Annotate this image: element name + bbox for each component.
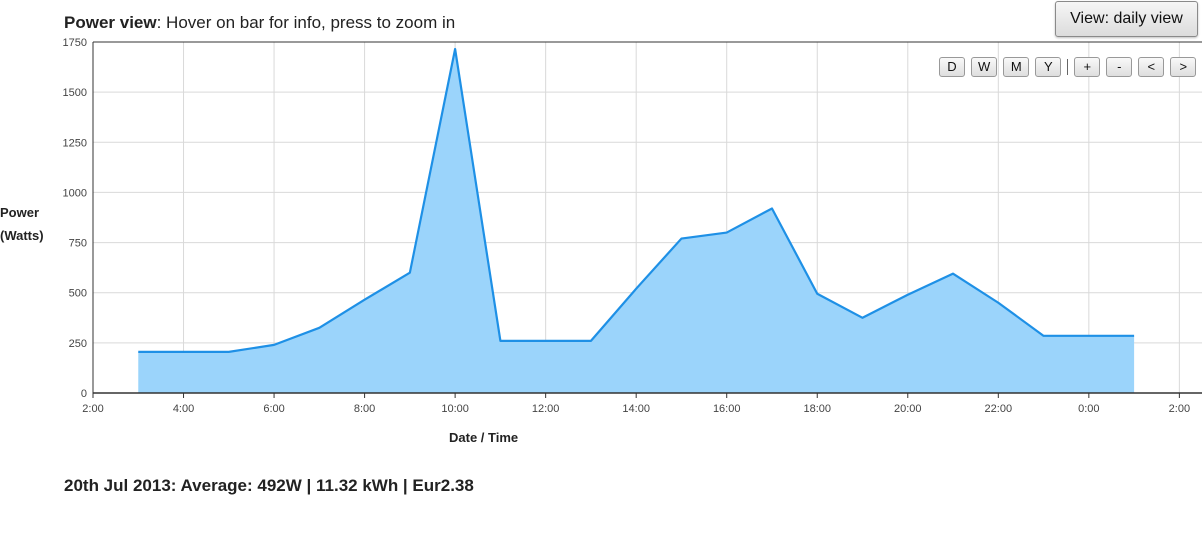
y-tick-label: 1750 xyxy=(63,37,87,49)
data-point[interactable] xyxy=(675,233,687,245)
x-tick-label: 6:00 xyxy=(263,403,284,415)
x-axis-label: Date / Time xyxy=(449,430,519,445)
x-tick-label: 20:00 xyxy=(894,403,922,415)
y-tick-label: 1000 xyxy=(63,187,87,199)
data-point[interactable] xyxy=(223,346,235,358)
y-tick-label: 1250 xyxy=(63,137,87,149)
zoom-year-button[interactable]: Y xyxy=(1035,57,1062,77)
zoom-controls: D W M Y + - < > xyxy=(939,57,1202,77)
data-point[interactable] xyxy=(132,346,144,358)
data-point[interactable] xyxy=(313,322,325,334)
zoom-in-button[interactable]: + xyxy=(1074,57,1101,77)
view-toggle-button[interactable]: View: daily view xyxy=(1055,1,1198,37)
zoom-month-button[interactable]: M xyxy=(1003,57,1030,77)
x-tick-label: 4:00 xyxy=(173,403,194,415)
y-axis-label-line-1: Power xyxy=(0,205,40,220)
data-point[interactable] xyxy=(404,267,416,279)
x-tick-label: 2:00 xyxy=(1169,403,1190,415)
y-tick-label: 500 xyxy=(69,288,87,300)
data-point[interactable] xyxy=(449,43,461,55)
data-point[interactable] xyxy=(1038,330,1050,342)
zoom-separator xyxy=(1067,59,1069,75)
y-axis-label: Power (Watts) xyxy=(0,201,44,247)
series-line xyxy=(138,47,1135,353)
daily-summary: 20th Jul 2013: Average: 492W | 11.32 kWh… xyxy=(64,476,474,495)
data-point[interactable] xyxy=(630,283,642,295)
page-title: Power view: Hover on bar for info, press… xyxy=(64,13,455,33)
data-point[interactable] xyxy=(178,346,190,358)
y-tick-label: 0 xyxy=(81,388,87,400)
data-point[interactable] xyxy=(268,339,280,351)
x-tick-label: 14:00 xyxy=(622,403,650,415)
data-point[interactable] xyxy=(1128,330,1140,342)
zoom-week-button[interactable]: W xyxy=(971,57,998,77)
page-title-bold: Power view xyxy=(64,13,157,32)
pan-right-button[interactable]: > xyxy=(1170,57,1197,77)
x-tick-label: 8:00 xyxy=(354,403,375,415)
data-point[interactable] xyxy=(902,289,914,301)
x-tick-label: 10:00 xyxy=(441,403,469,415)
x-tick-label: 12:00 xyxy=(532,403,560,415)
data-point[interactable] xyxy=(721,227,733,239)
data-point[interactable] xyxy=(811,288,823,300)
x-tick-label: 0:00 xyxy=(1078,403,1099,415)
data-point[interactable] xyxy=(494,335,506,347)
pan-left-button[interactable]: < xyxy=(1138,57,1165,77)
x-tick-label: 22:00 xyxy=(985,403,1013,415)
data-point[interactable] xyxy=(359,294,371,306)
y-axis-label-line-2: (Watts) xyxy=(0,228,44,243)
power-area-chart[interactable]: 0 250 500 750 1000 1250 1500 1750 2:00 4:00 6:00 8:… xyxy=(0,0,1202,470)
data-point[interactable] xyxy=(947,268,959,280)
y-tick-label: 750 xyxy=(69,238,87,250)
page-title-hint: : Hover on bar for info, press to zoom i… xyxy=(156,13,456,32)
x-tick-label: 2:00 xyxy=(82,403,103,415)
data-point[interactable] xyxy=(992,297,1004,309)
x-tick-label: 18:00 xyxy=(803,403,831,415)
data-point[interactable] xyxy=(766,202,778,214)
zoom-out-button[interactable]: - xyxy=(1106,57,1133,77)
zoom-day-button[interactable]: D xyxy=(939,57,965,77)
data-point[interactable] xyxy=(540,335,552,347)
x-tick-label: 16:00 xyxy=(713,403,741,415)
data-point[interactable] xyxy=(1083,330,1095,342)
y-tick-label: 1500 xyxy=(63,87,87,99)
data-point[interactable] xyxy=(857,312,869,324)
data-point[interactable] xyxy=(585,335,597,347)
y-tick-label: 250 xyxy=(69,338,87,350)
